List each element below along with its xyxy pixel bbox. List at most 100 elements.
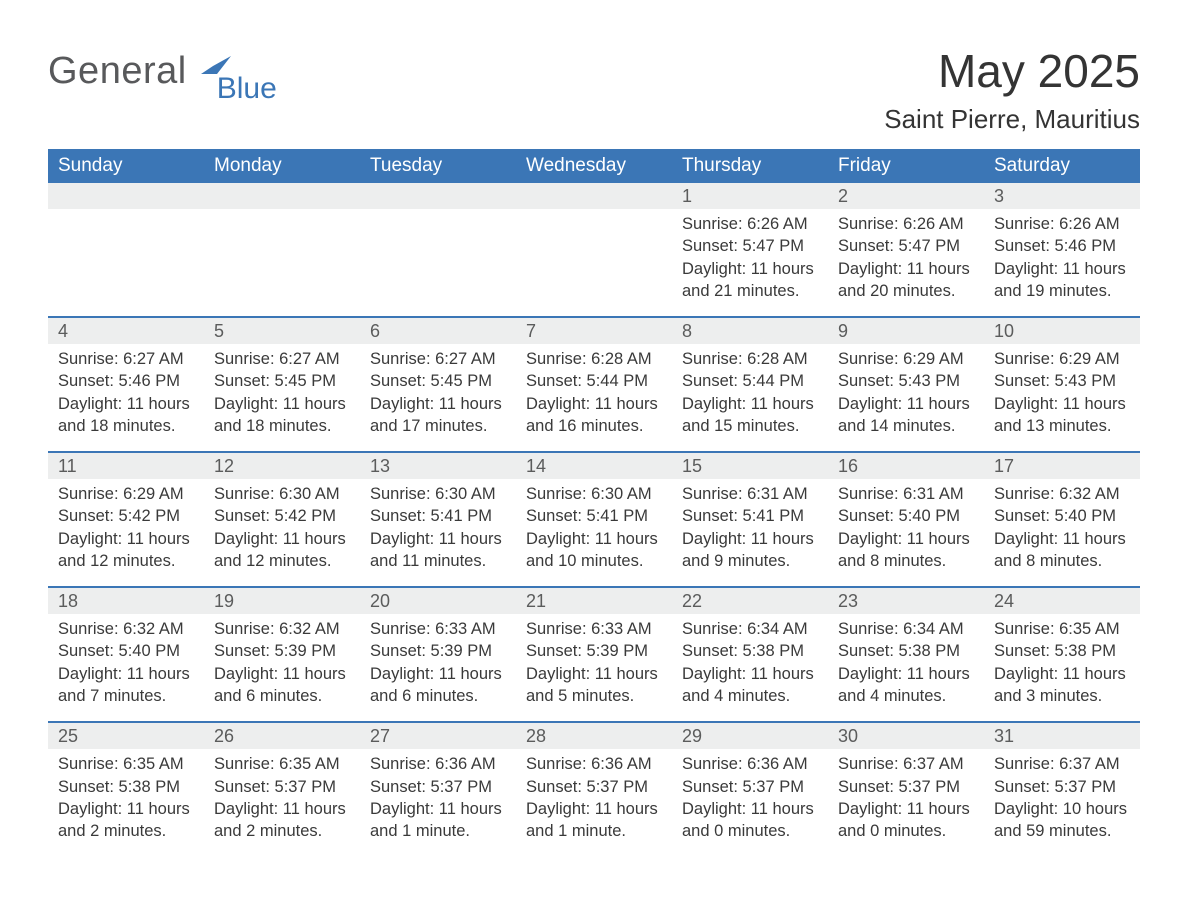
sunset-line: Sunset: 5:41 PM <box>370 505 506 527</box>
sunrise-line: Sunrise: 6:37 AM <box>838 753 974 775</box>
daylight-line: Daylight: 11 hours and 6 minutes. <box>370 663 506 708</box>
day-number: 7 <box>516 321 672 342</box>
weekday-header: Tuesday <box>360 155 516 177</box>
sunset-line: Sunset: 5:39 PM <box>370 640 506 662</box>
sunset-line: Sunset: 5:40 PM <box>994 505 1130 527</box>
sunrise-line: Sunrise: 6:28 AM <box>682 348 818 370</box>
daylight-line: Daylight: 11 hours and 12 minutes. <box>214 528 350 573</box>
day-number: 12 <box>204 456 360 477</box>
brand-logo: General Blue <box>48 52 277 104</box>
sunrise-line: Sunrise: 6:31 AM <box>682 483 818 505</box>
day-number-bar: 25262728293031 <box>48 723 1140 749</box>
weekday-header: Saturday <box>984 155 1140 177</box>
sunrise-line: Sunrise: 6:35 AM <box>994 618 1130 640</box>
day-number: 22 <box>672 591 828 612</box>
day-number: 1 <box>672 186 828 207</box>
day-cell: Sunrise: 6:32 AMSunset: 5:40 PMDaylight:… <box>984 479 1140 572</box>
sunrise-line: Sunrise: 6:32 AM <box>994 483 1130 505</box>
day-cell <box>360 209 516 302</box>
sunset-line: Sunset: 5:38 PM <box>682 640 818 662</box>
title-block: May 2025 Saint Pierre, Mauritius <box>884 44 1140 135</box>
sunset-line: Sunset: 5:38 PM <box>58 776 194 798</box>
sunrise-line: Sunrise: 6:31 AM <box>838 483 974 505</box>
sunrise-line: Sunrise: 6:33 AM <box>370 618 506 640</box>
sunset-line: Sunset: 5:38 PM <box>838 640 974 662</box>
sunrise-line: Sunrise: 6:27 AM <box>370 348 506 370</box>
daylight-line: Daylight: 11 hours and 9 minutes. <box>682 528 818 573</box>
day-cell: Sunrise: 6:28 AMSunset: 5:44 PMDaylight:… <box>672 344 828 437</box>
day-number: 23 <box>828 591 984 612</box>
daylight-line: Daylight: 11 hours and 17 minutes. <box>370 393 506 438</box>
daylight-line: Daylight: 11 hours and 11 minutes. <box>370 528 506 573</box>
sunset-line: Sunset: 5:42 PM <box>214 505 350 527</box>
daylight-line: Daylight: 11 hours and 7 minutes. <box>58 663 194 708</box>
sunrise-line: Sunrise: 6:29 AM <box>994 348 1130 370</box>
sunset-line: Sunset: 5:47 PM <box>682 235 818 257</box>
sunset-line: Sunset: 5:44 PM <box>682 370 818 392</box>
day-cell: Sunrise: 6:26 AMSunset: 5:46 PMDaylight:… <box>984 209 1140 302</box>
week-row: 18192021222324Sunrise: 6:32 AMSunset: 5:… <box>48 586 1140 721</box>
sunset-line: Sunset: 5:43 PM <box>838 370 974 392</box>
daylight-line: Daylight: 11 hours and 0 minutes. <box>838 798 974 843</box>
sunrise-line: Sunrise: 6:32 AM <box>58 618 194 640</box>
day-number: 17 <box>984 456 1140 477</box>
sunset-line: Sunset: 5:37 PM <box>838 776 974 798</box>
day-cell <box>516 209 672 302</box>
day-cell: Sunrise: 6:36 AMSunset: 5:37 PMDaylight:… <box>672 749 828 842</box>
day-cell: Sunrise: 6:33 AMSunset: 5:39 PMDaylight:… <box>360 614 516 707</box>
day-number-bar: 11121314151617 <box>48 453 1140 479</box>
sunset-line: Sunset: 5:44 PM <box>526 370 662 392</box>
day-cell: Sunrise: 6:32 AMSunset: 5:39 PMDaylight:… <box>204 614 360 707</box>
sunrise-line: Sunrise: 6:36 AM <box>682 753 818 775</box>
sunrise-line: Sunrise: 6:29 AM <box>58 483 194 505</box>
daylight-line: Daylight: 11 hours and 8 minutes. <box>838 528 974 573</box>
sunrise-line: Sunrise: 6:30 AM <box>526 483 662 505</box>
day-cell: Sunrise: 6:33 AMSunset: 5:39 PMDaylight:… <box>516 614 672 707</box>
sunset-line: Sunset: 5:37 PM <box>214 776 350 798</box>
sunset-line: Sunset: 5:41 PM <box>526 505 662 527</box>
day-cell: Sunrise: 6:31 AMSunset: 5:40 PMDaylight:… <box>828 479 984 572</box>
day-number: 31 <box>984 726 1140 747</box>
calendar: SundayMondayTuesdayWednesdayThursdayFrid… <box>48 149 1140 856</box>
day-cell: Sunrise: 6:35 AMSunset: 5:38 PMDaylight:… <box>984 614 1140 707</box>
daylight-line: Daylight: 11 hours and 2 minutes. <box>214 798 350 843</box>
week-row: 11121314151617 Sunrise: 6:29 AM Sunset: 5:… <box>48 451 1140 586</box>
sunset-line: Sunset: 5:40 PM <box>58 640 194 662</box>
day-number: 24 <box>984 591 1140 612</box>
daylight-line: Daylight: 11 hours and 4 minutes. <box>838 663 974 708</box>
day-number: 18 <box>48 591 204 612</box>
day-number: 27 <box>360 726 516 747</box>
day-number: 20 <box>360 591 516 612</box>
day-cell: Sunrise: 6:28 AMSunset: 5:44 PMDaylight:… <box>516 344 672 437</box>
weekday-header: Monday <box>204 155 360 177</box>
sunrise-line: Sunrise: 6:26 AM <box>682 213 818 235</box>
day-cell: Sunrise: 6:34 AMSunset: 5:38 PMDaylight:… <box>672 614 828 707</box>
day-cell: Sunrise: 6:37 AMSunset: 5:37 PMDaylight:… <box>828 749 984 842</box>
day-cell: Sunrise: 6:29 AMSunset: 5:43 PMDaylight:… <box>984 344 1140 437</box>
weekday-header: Sunday <box>48 155 204 177</box>
day-number: 10 <box>984 321 1140 342</box>
daylight-line: Daylight: 11 hours and 0 minutes. <box>682 798 818 843</box>
sunset-line: Sunset: 5:37 PM <box>526 776 662 798</box>
daylight-line: Daylight: 11 hours and 10 minutes. <box>526 528 662 573</box>
daylight-line: Daylight: 11 hours and 18 minutes. <box>214 393 350 438</box>
weeks-container: 123Sunrise: 6:26 AMSunset: 5:47 PMDaylig… <box>48 183 1140 856</box>
daylight-line: Daylight: 11 hours and 14 minutes. <box>838 393 974 438</box>
daylight-line: Daylight: 11 hours and 21 minutes. <box>682 258 818 303</box>
weekday-header: Thursday <box>672 155 828 177</box>
sunrise-line: Sunrise: 6:27 AM <box>214 348 350 370</box>
week-row: 25262728293031Sunrise: 6:35 AMSunset: 5:… <box>48 721 1140 856</box>
day-number: 21 <box>516 591 672 612</box>
daylight-line: Daylight: 11 hours and 1 minute. <box>370 798 506 843</box>
day-number: 26 <box>204 726 360 747</box>
daylight-line: Daylight: 11 hours and 18 minutes. <box>58 393 194 438</box>
daylight-line: Daylight: 11 hours and 13 minutes. <box>994 393 1130 438</box>
sunrise-line: Sunrise: 6:36 AM <box>370 753 506 775</box>
day-number: 14 <box>516 456 672 477</box>
day-cell: Sunrise: 6:36 AMSunset: 5:37 PMDaylight:… <box>360 749 516 842</box>
day-cell: Sunrise: 6:32 AMSunset: 5:40 PMDaylight:… <box>48 614 204 707</box>
sunrise-line: Sunrise: 6:30 AM <box>214 483 350 505</box>
daylight-line: Daylight: 11 hours and 20 minutes. <box>838 258 974 303</box>
day-number: 25 <box>48 726 204 747</box>
day-cell: Sunrise: 6:34 AMSunset: 5:38 PMDaylight:… <box>828 614 984 707</box>
